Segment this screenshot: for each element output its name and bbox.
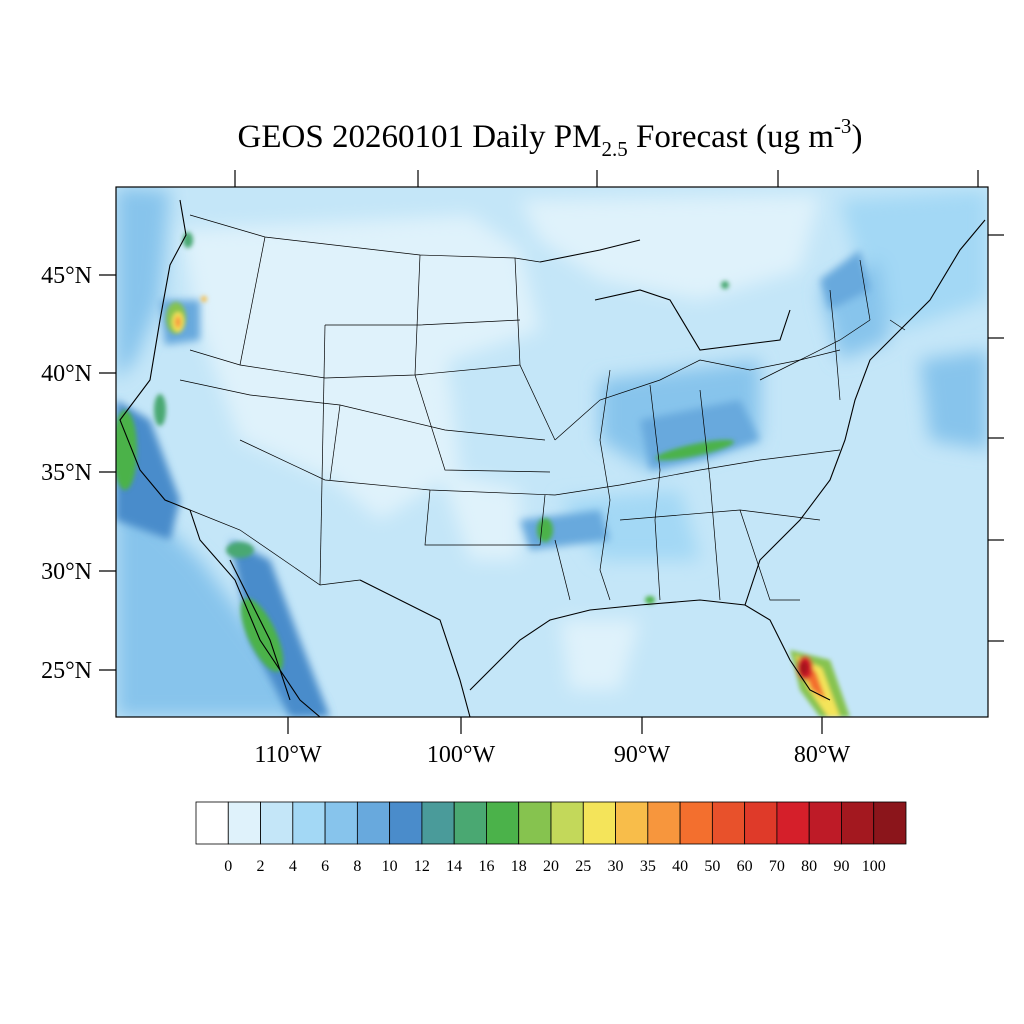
map-frame: [115, 186, 989, 718]
colorbar-swatch: [453, 801, 487, 845]
colorbar-swatch: [582, 801, 616, 845]
state-boundaries: [179, 214, 906, 601]
colorbar-label: 90: [833, 858, 849, 875]
colorbar-label: 2: [257, 858, 265, 875]
high-concentration-areas: [116, 232, 735, 672]
colorbar-swatch: [744, 801, 778, 845]
colorbar-label: 40: [672, 858, 688, 875]
colorbar-label: 100: [862, 858, 886, 875]
colorbar-swatch: [389, 801, 423, 845]
colorbar-label: 16: [478, 858, 494, 875]
coastlines: [119, 199, 986, 717]
colorbar-swatch: [841, 801, 875, 845]
lat-label: 40°N: [41, 361, 92, 387]
lat-label: 25°N: [41, 658, 92, 684]
lon-label: 80°W: [794, 742, 851, 768]
colorbar-swatch: [647, 801, 681, 845]
colorbar-swatch: [615, 801, 649, 845]
lon-label: 110°W: [254, 742, 322, 768]
colorbar-label: 80: [801, 858, 817, 875]
colorbar-swatch: [711, 801, 746, 845]
colorbar-label: 50: [704, 858, 720, 875]
colorbar-swatch: [518, 801, 552, 845]
colorbar-swatch: [227, 801, 261, 845]
colorbar-swatch: [421, 801, 455, 845]
colorbar-label: 25: [575, 858, 591, 875]
colorbar-swatch: [195, 801, 229, 845]
colorbar-label: 10: [382, 858, 398, 875]
longitude-labels: 110°W 100°W 90°W 80°W: [254, 742, 850, 768]
colorbar-swatch: [356, 801, 391, 845]
colorbar-swatch: [808, 801, 842, 845]
colorbar-label: 12: [414, 858, 430, 875]
pm25-field: [116, 187, 988, 717]
colorbar-label: 4: [289, 858, 297, 875]
lat-label: 45°N: [41, 263, 92, 289]
colorbar-label: 8: [353, 858, 361, 875]
map-title: GEOS 20260101 Daily PM2.5 Forecast (ug m…: [238, 114, 863, 161]
colorbar-swatch: [550, 801, 584, 845]
colorbar-label: 20: [543, 858, 559, 875]
colorbar-swatch: [324, 801, 358, 845]
colorbar-label: 35: [640, 858, 656, 875]
colorbar-label: 18: [511, 858, 527, 875]
colorbar-label: 0: [224, 858, 232, 875]
lon-label: 100°W: [427, 742, 496, 768]
colorbar-swatch: [486, 801, 520, 845]
lat-label: 35°N: [41, 460, 92, 486]
lat-label: 30°N: [41, 559, 92, 585]
south-florida-hotspot: [790, 650, 850, 717]
colorbar-label: 70: [769, 858, 785, 875]
southern-oregon-hotspot: [166, 296, 207, 334]
colorbar-swatch: [873, 801, 907, 845]
colorbar-label: 60: [737, 858, 753, 875]
latitude-labels: 45°N 40°N 35°N 30°N 25°N: [41, 263, 92, 684]
colorbar-swatch: [776, 801, 810, 845]
colorbar-swatch: [292, 801, 326, 845]
colorbar: 0 2 4 6 8 10 12 14 16 18 20 25 30 35 40 50 60 70 80 90 100: [195, 801, 907, 875]
low-concentration-areas: [180, 195, 820, 690]
colorbar-swatch: [260, 801, 294, 845]
axis-ticks: [99, 170, 1004, 734]
lon-label: 90°W: [614, 742, 671, 768]
colorbar-label: 30: [608, 858, 624, 875]
colorbar-swatch: [679, 801, 713, 845]
colorbar-label: 14: [446, 858, 462, 875]
colorbar-label: 6: [321, 858, 329, 875]
